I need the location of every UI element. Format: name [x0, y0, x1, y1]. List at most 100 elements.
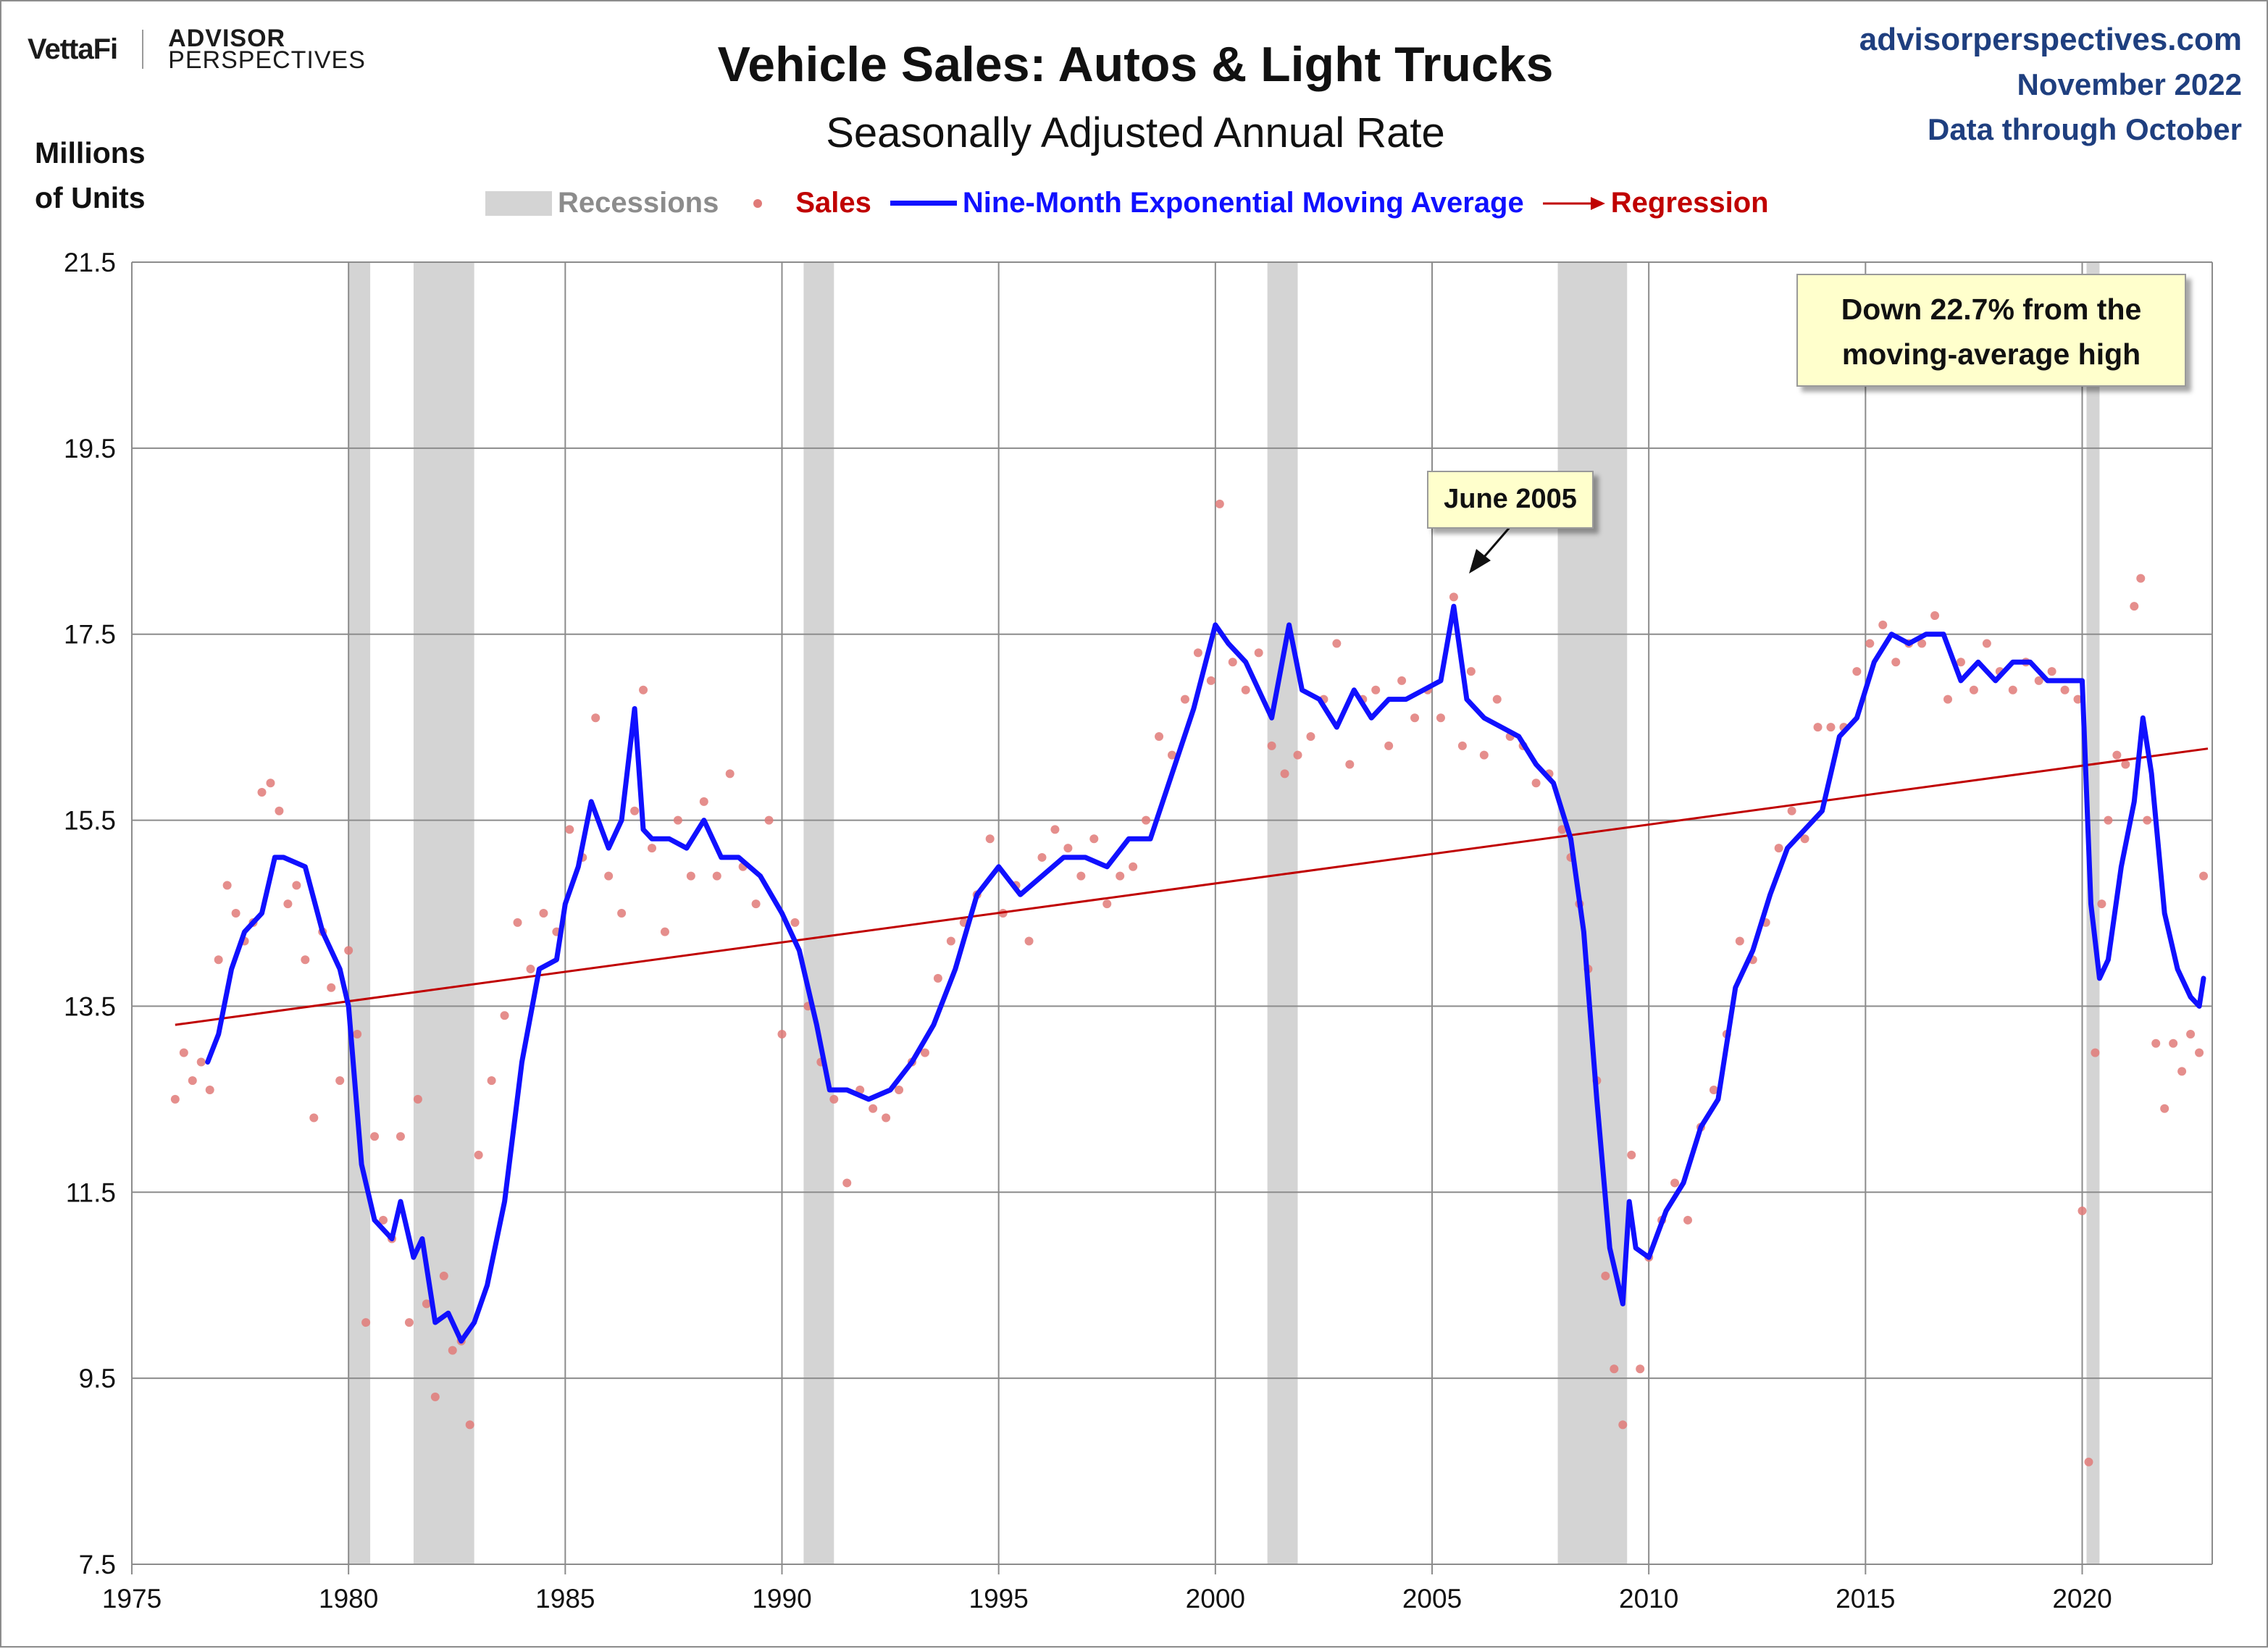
sales-point: [604, 871, 614, 881]
sales-point: [933, 973, 942, 983]
sales-point: [790, 918, 800, 927]
sales-point: [430, 1392, 440, 1401]
sales-point: [920, 1048, 929, 1057]
sales-point: [1332, 639, 1342, 648]
recession-swatch: [485, 190, 552, 216]
y-axis-units: Millions of Units: [35, 130, 146, 220]
sales-point: [1774, 844, 1783, 853]
sales-point: [2121, 760, 2130, 769]
sales-point: [842, 1178, 852, 1188]
sales-point: [1215, 499, 1224, 508]
advisor-perspectives-logo: ADVISOR PERSPECTIVES: [168, 26, 366, 74]
sales-point: [725, 769, 735, 779]
sales-point: [2143, 815, 2152, 825]
sales-point: [474, 1150, 483, 1159]
sales-point: [526, 965, 535, 974]
sales-point: [699, 797, 708, 806]
sales-point: [1206, 676, 1215, 685]
sales-point: [1466, 667, 1476, 676]
sales-point: [2034, 676, 2043, 685]
chart-title: Vehicle Sales: Autos & Light Trucks: [717, 37, 1554, 92]
sales-point: [1457, 741, 1467, 750]
sales-point: [465, 1420, 474, 1430]
source-date: November 2022: [2017, 67, 2242, 101]
logo-divider: [142, 30, 144, 69]
sales-point: [353, 1029, 362, 1039]
sales-point: [257, 788, 267, 797]
note-line-2: moving-average high: [1841, 337, 2141, 371]
y-tick-label-0: 7.5: [79, 1550, 116, 1579]
sales-point: [1193, 648, 1202, 658]
june-2005-callout: June 2005: [1427, 471, 1594, 529]
sales-point: [188, 1076, 197, 1086]
sales-point: [617, 909, 627, 918]
sales-point: [712, 871, 721, 881]
sales-point: [335, 1076, 345, 1086]
x-tick-label-6: 2005: [1402, 1584, 1462, 1614]
sales-point: [1917, 639, 1927, 648]
sales-point: [301, 955, 310, 965]
sales-point: [751, 899, 761, 909]
sales-point: [1813, 723, 1823, 732]
sales-point: [513, 918, 522, 927]
y-tick-label-4: 15.5: [64, 806, 116, 836]
sales-point: [1956, 658, 1965, 667]
sales-point: [1479, 750, 1489, 760]
y-tick-label-3: 13.5: [64, 991, 116, 1021]
sales-point: [1142, 815, 1151, 825]
sales-point: [266, 779, 275, 788]
sales-point: [231, 909, 240, 918]
sales-point: [1636, 1364, 1645, 1374]
chart-subtitle: Seasonally Adjusted Annual Rate: [826, 109, 1445, 156]
x-tick-label-7: 2010: [1619, 1584, 1678, 1614]
sales-point: [2008, 685, 2017, 695]
sales-point: [1531, 779, 1541, 788]
sales-point: [214, 955, 223, 965]
sales-point: [882, 1113, 891, 1123]
recession-band-1: [413, 262, 474, 1564]
y-tick-label-1: 9.5: [79, 1364, 116, 1393]
june-2005-pointer: [1482, 525, 1512, 558]
logo-line-2: PERSPECTIVES: [168, 46, 366, 74]
sales-point: [1670, 1178, 1680, 1188]
sales-point: [2199, 871, 2209, 881]
legend-label-regression: Regression: [1610, 187, 1769, 219]
sales-point: [2104, 815, 2113, 825]
note-line-1: Down 22.7% from the: [1841, 293, 2142, 326]
y-tick-label-7: 21.5: [64, 248, 116, 277]
y-units-line-2: of Units: [35, 181, 146, 214]
sales-point: [1089, 834, 1099, 844]
sales-point: [1410, 713, 1420, 723]
legend: Recessions Sales Nine-Month Exponential …: [485, 187, 1788, 219]
sales-point: [1037, 852, 1047, 862]
sales-point: [1930, 611, 1940, 621]
sales-point: [2186, 1029, 2196, 1039]
sales-point: [1063, 844, 1073, 853]
x-tick-label-2: 1985: [535, 1584, 595, 1614]
legend-label-recessions: Recessions: [558, 187, 719, 219]
vettafi-advisor-logo: VettaFi ADVISOR PERSPECTIVES: [28, 26, 366, 74]
legend-item-ema: Nine-Month Exponential Moving Average: [890, 187, 1524, 219]
sales-point: [2130, 602, 2139, 611]
sales-point: [1076, 871, 1086, 881]
sales-point: [565, 825, 574, 834]
sales-point: [1969, 685, 1978, 695]
x-tick-label-4: 1995: [969, 1584, 1029, 1614]
sales-point: [361, 1318, 371, 1327]
sales-point: [344, 946, 353, 955]
sales-point: [895, 1086, 904, 1095]
sales-point: [196, 1057, 206, 1067]
sales-point: [1627, 1150, 1636, 1159]
sales-point: [1735, 936, 1744, 946]
sales-point: [1610, 1364, 1619, 1374]
sales-point: [1709, 1086, 1718, 1095]
sales-point: [673, 815, 682, 825]
sales-point: [639, 685, 648, 695]
y-tick-label-5: 17.5: [64, 620, 116, 650]
sales-point: [439, 1271, 448, 1280]
sales-point: [764, 815, 774, 825]
sales-point: [829, 1094, 839, 1104]
sales-point: [1293, 750, 1302, 760]
sales-point: [2151, 1039, 2161, 1048]
